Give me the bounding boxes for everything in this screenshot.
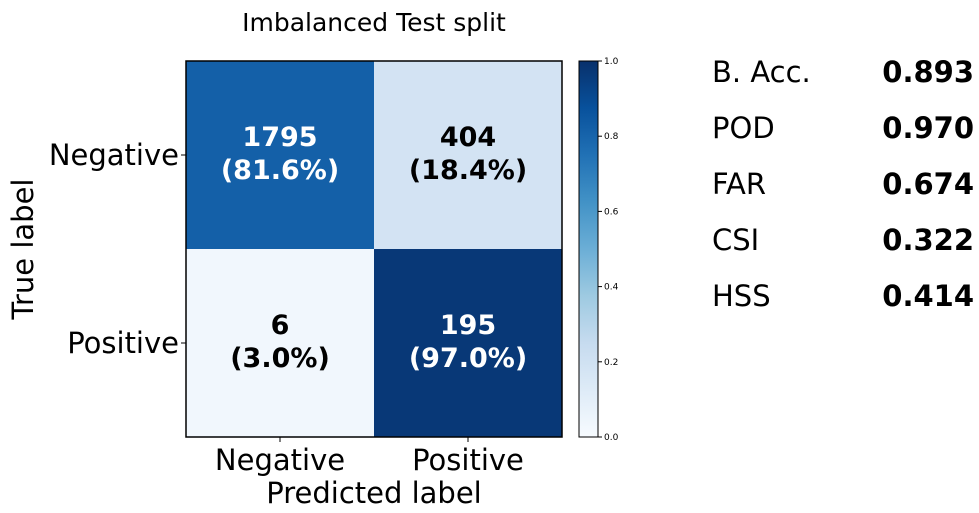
metric-name: HSS: [712, 279, 771, 313]
colorbar-tick-label: 0.0: [604, 433, 619, 443]
y-axis-label: True label: [6, 179, 40, 321]
metric-value: 0.322: [882, 223, 974, 257]
metric-value: 0.970: [882, 111, 974, 145]
cell-true-negative-pred-positive: [374, 61, 562, 249]
cell-true-negative-pred-negative: [186, 61, 374, 249]
y-tick-label: Positive: [67, 326, 179, 360]
metrics-panel: B. Acc. 0.893 POD 0.970 FAR 0.674 CSI 0.…: [712, 52, 974, 332]
metric-row-pod: POD 0.970: [712, 108, 974, 164]
colorbar-ticks: 0.0 0.2 0.4 0.6 0.8 1.0: [598, 57, 619, 443]
metric-value: 0.674: [882, 167, 974, 201]
metric-name: CSI: [712, 223, 760, 257]
metric-value: 0.893: [882, 55, 974, 89]
metric-name: POD: [712, 111, 775, 145]
cell-count-label: 1795: [242, 122, 317, 153]
metric-row-csi: CSI 0.322: [712, 220, 974, 276]
colorbar-tick-label: 0.8: [604, 132, 619, 142]
chart-title: Imbalanced Test split: [242, 8, 506, 37]
cell-count-label: 404: [440, 122, 496, 153]
cell-true-positive-pred-positive: [374, 249, 562, 437]
metric-row-balanced-accuracy: B. Acc. 0.893: [712, 52, 974, 108]
x-axis-label: Predicted label: [266, 476, 482, 510]
cell-percent-label: (3.0%): [230, 343, 330, 374]
cell-percent-label: (81.6%): [221, 155, 339, 186]
metric-name: FAR: [712, 167, 767, 201]
x-axis-ticks: Negative Positive: [215, 437, 524, 477]
metric-name: B. Acc.: [712, 55, 811, 89]
colorbar-tick-label: 1.0: [604, 57, 619, 67]
y-tick-label: Negative: [49, 138, 179, 172]
cell-count-label: 195: [440, 310, 496, 341]
cell-percent-label: (18.4%): [409, 155, 527, 186]
colorbar: [578, 60, 599, 438]
y-axis-ticks: Negative Positive: [49, 138, 186, 360]
metric-value: 0.414: [882, 279, 974, 313]
colorbar-tick-label: 0.4: [604, 283, 619, 293]
x-tick-label: Negative: [215, 443, 345, 477]
metric-row-hss: HSS 0.414: [712, 276, 974, 332]
cell-count-label: 6: [271, 310, 290, 341]
colorbar-tick-label: 0.6: [604, 207, 619, 217]
cell-true-positive-pred-negative: [186, 249, 374, 437]
matrix-frame: [185, 60, 563, 438]
x-tick-label: Positive: [412, 443, 524, 477]
metric-row-far: FAR 0.674: [712, 164, 974, 220]
matrix-cells: 1795(81.6%) 404(18.4%) 6(3.0%) 195(97.0%): [186, 61, 562, 437]
colorbar-tick-label: 0.2: [604, 358, 618, 368]
cell-percent-label: (97.0%): [409, 343, 527, 374]
